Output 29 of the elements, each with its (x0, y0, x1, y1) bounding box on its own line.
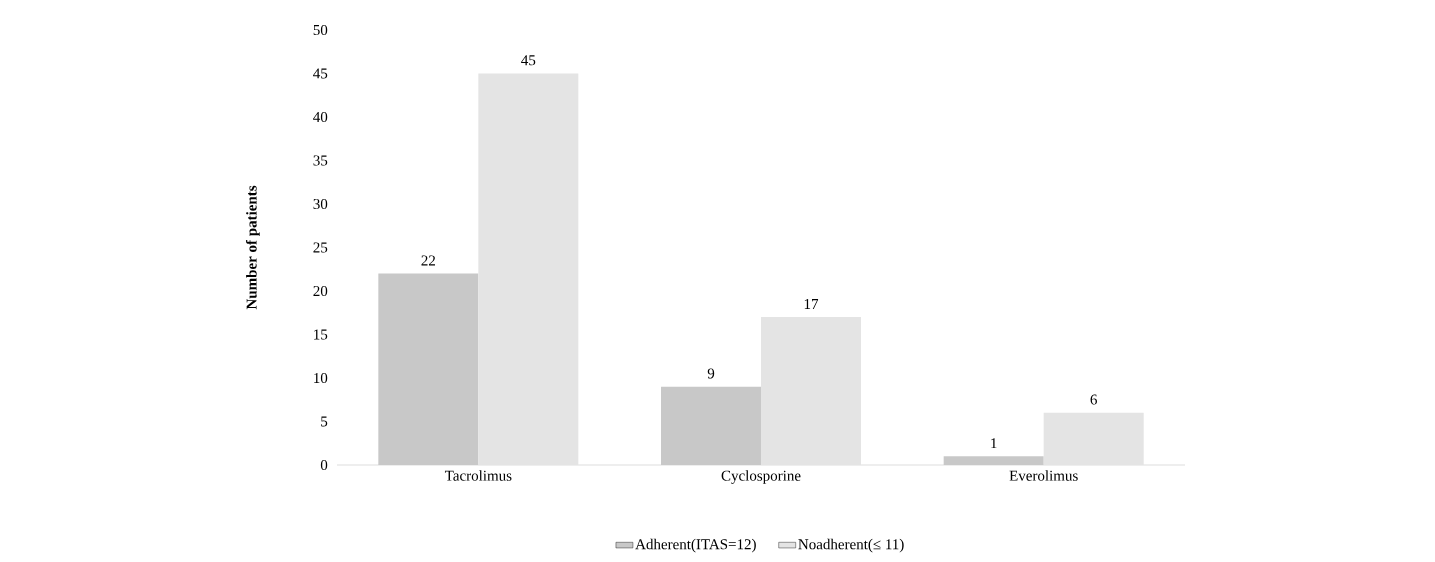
x-tick-label: Cyclosporine (721, 470, 801, 484)
bar (378, 273, 479, 465)
y-tick-label: 35 (313, 155, 328, 166)
y-tick-label: 10 (314, 372, 328, 384)
data-label: 17 (804, 298, 819, 309)
data-label: 6 (1090, 394, 1097, 405)
bar (761, 317, 862, 465)
y-axis-title: Number of patients (245, 185, 260, 310)
legend-label: Adherent(ITAS=12) (635, 538, 756, 553)
bar (1043, 412, 1144, 465)
x-tick-label: Everolimus (1009, 470, 1078, 481)
y-tick-label: 40 (313, 111, 328, 123)
legend-label: Noadherent(≤ 11) (798, 538, 904, 553)
y-tick-label: 45 (313, 68, 328, 79)
y-tick-label: 25 (313, 242, 328, 253)
bar (943, 456, 1044, 465)
bar (661, 386, 762, 465)
data-label: 1 (991, 438, 997, 449)
y-tick-label: 50 (313, 24, 328, 36)
y-tick-label: 20 (313, 285, 328, 297)
data-label: 22 (421, 255, 436, 266)
x-tick-label: Tacrolimus (444, 470, 512, 481)
data-label: 45 (521, 55, 536, 66)
y-tick-label: 0 (320, 459, 328, 471)
y-tick-label: 30 (313, 198, 328, 210)
y-tick-label: 15 (314, 329, 328, 340)
data-label: 9 (707, 368, 715, 379)
y-tick-label: 5 (321, 416, 328, 427)
bar (478, 73, 579, 465)
